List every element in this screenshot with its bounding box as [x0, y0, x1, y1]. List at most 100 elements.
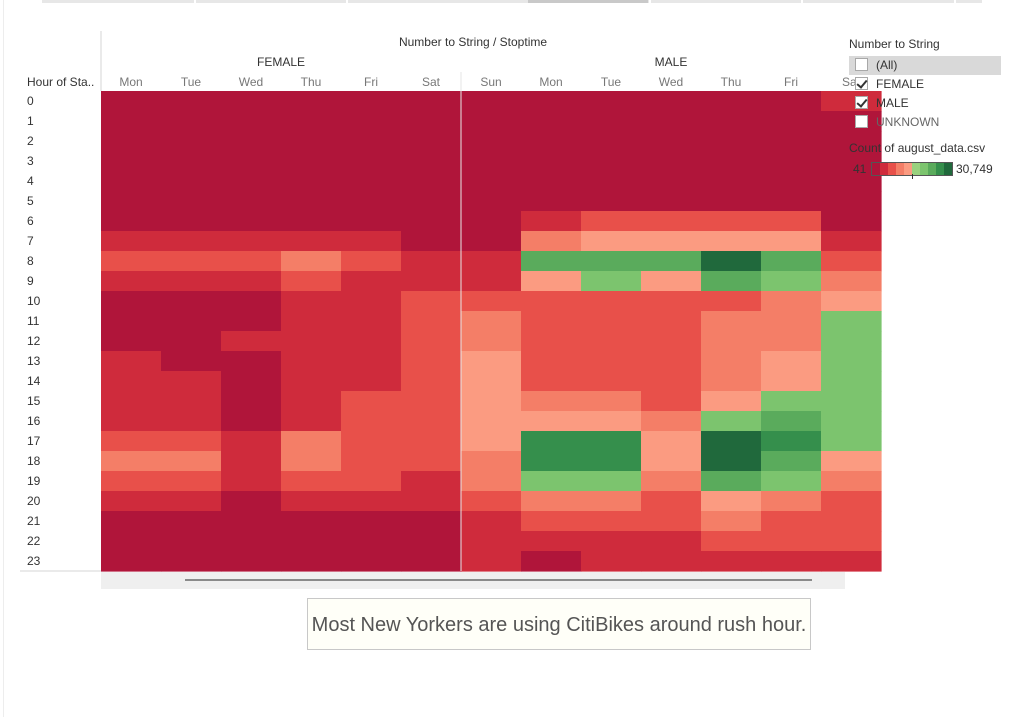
heatmap-cell[interactable] — [341, 111, 402, 132]
heatmap-cell[interactable] — [221, 331, 282, 352]
heatmap-cell[interactable] — [581, 171, 642, 192]
heatmap-cell[interactable] — [161, 111, 222, 132]
heatmap-cell[interactable] — [161, 291, 222, 312]
checkbox-checked-icon[interactable] — [855, 96, 868, 109]
heatmap-cell[interactable] — [761, 251, 822, 272]
heatmap-cell[interactable] — [641, 271, 702, 292]
heatmap-cell[interactable] — [761, 511, 822, 532]
heatmap-cell[interactable] — [101, 451, 162, 472]
heatmap-cell[interactable] — [221, 91, 282, 112]
heatmap-cell[interactable] — [401, 171, 462, 192]
heatmap-cell[interactable] — [521, 111, 582, 132]
heatmap-cell[interactable] — [821, 331, 882, 352]
heatmap-cell[interactable] — [281, 211, 342, 232]
heatmap-cell[interactable] — [221, 171, 282, 192]
heatmap-cell[interactable] — [641, 291, 702, 312]
heatmap-cell[interactable] — [281, 491, 342, 512]
heatmap-cell[interactable] — [521, 371, 582, 392]
heatmap-cell[interactable] — [821, 511, 882, 532]
heatmap-cell[interactable] — [161, 451, 222, 472]
heatmap-cell[interactable] — [641, 251, 702, 272]
heatmap-cell[interactable] — [461, 171, 522, 192]
heatmap-cell[interactable] — [341, 211, 402, 232]
heatmap-cell[interactable] — [701, 151, 762, 172]
heatmap-cell[interactable] — [761, 391, 822, 412]
heatmap-cell[interactable] — [821, 231, 882, 252]
heatmap-cell[interactable] — [461, 331, 522, 352]
heatmap-cell[interactable] — [581, 511, 642, 532]
heatmap-cell[interactable] — [401, 91, 462, 112]
heatmap-cell[interactable] — [101, 371, 162, 392]
heatmap-cell[interactable] — [521, 411, 582, 432]
heatmap-cell[interactable] — [281, 151, 342, 172]
heatmap-cell[interactable] — [341, 251, 402, 272]
heatmap-cell[interactable] — [701, 491, 762, 512]
heatmap-cell[interactable] — [761, 431, 822, 452]
heatmap-cell[interactable] — [521, 451, 582, 472]
heatmap-cell[interactable] — [101, 191, 162, 212]
heatmap-cell[interactable] — [581, 291, 642, 312]
heatmap-cell[interactable] — [101, 171, 162, 192]
heatmap-cell[interactable] — [761, 331, 822, 352]
heatmap-cell[interactable] — [701, 171, 762, 192]
heatmap-cell[interactable] — [701, 331, 762, 352]
heatmap-cell[interactable] — [101, 431, 162, 452]
row-label[interactable]: 14 — [27, 374, 41, 388]
heatmap-cell[interactable] — [521, 311, 582, 332]
heatmap-cell[interactable] — [701, 131, 762, 152]
heatmap-cell[interactable] — [821, 391, 882, 412]
heatmap-cell[interactable] — [461, 351, 522, 372]
heatmap-cell[interactable] — [161, 191, 222, 212]
heatmap-cell[interactable] — [761, 471, 822, 492]
heatmap-cell[interactable] — [701, 111, 762, 132]
heatmap-cell[interactable] — [341, 551, 402, 572]
group-header[interactable]: MALE — [655, 55, 688, 69]
heatmap-cell[interactable] — [221, 451, 282, 472]
heatmap-cell[interactable] — [341, 91, 402, 112]
heatmap-cell[interactable] — [281, 551, 342, 572]
heatmap-cell[interactable] — [641, 131, 702, 152]
heatmap-cell[interactable] — [581, 331, 642, 352]
heatmap-cell[interactable] — [701, 511, 762, 532]
heatmap-cell[interactable] — [581, 371, 642, 392]
heatmap-cell[interactable] — [821, 251, 882, 272]
heatmap-cell[interactable] — [401, 351, 462, 372]
heatmap-cell[interactable] — [461, 231, 522, 252]
row-label[interactable]: 8 — [27, 254, 34, 268]
heatmap-cell[interactable] — [401, 331, 462, 352]
heatmap-cell[interactable] — [521, 191, 582, 212]
heatmap-cell[interactable] — [101, 291, 162, 312]
heatmap-cell[interactable] — [821, 551, 882, 572]
heatmap-cell[interactable] — [281, 271, 342, 292]
row-label[interactable]: 16 — [27, 414, 41, 428]
heatmap-cell[interactable] — [701, 231, 762, 252]
heatmap-cell[interactable] — [461, 371, 522, 392]
heatmap-cell[interactable] — [641, 211, 702, 232]
heatmap-cell[interactable] — [161, 91, 222, 112]
heatmap-cell[interactable] — [701, 531, 762, 552]
heatmap-cell[interactable] — [701, 291, 762, 312]
heatmap-cell[interactable] — [401, 291, 462, 312]
heatmap-cell[interactable] — [461, 251, 522, 272]
heatmap-cell[interactable] — [101, 231, 162, 252]
heatmap-cell[interactable] — [101, 311, 162, 332]
heatmap-cell[interactable] — [281, 291, 342, 312]
heatmap-cell[interactable] — [461, 291, 522, 312]
heatmap-cell[interactable] — [221, 271, 282, 292]
heatmap-cell[interactable] — [701, 411, 762, 432]
heatmap-cell[interactable] — [341, 191, 402, 212]
heatmap-cell[interactable] — [161, 491, 222, 512]
row-label[interactable]: 10 — [27, 294, 41, 308]
heatmap-cell[interactable] — [221, 511, 282, 532]
row-label[interactable]: 3 — [27, 154, 34, 168]
heatmap-cell[interactable] — [581, 451, 642, 472]
heatmap-cell[interactable] — [161, 211, 222, 232]
legend-item-female[interactable]: FEMALE — [849, 75, 1009, 94]
heatmap-cell[interactable] — [221, 551, 282, 572]
heatmap-cell[interactable] — [161, 431, 222, 452]
heatmap-cell[interactable] — [221, 151, 282, 172]
heatmap-cell[interactable] — [281, 191, 342, 212]
heatmap-cell[interactable] — [161, 551, 222, 572]
heatmap-cell[interactable] — [401, 191, 462, 212]
heatmap-cell[interactable] — [461, 391, 522, 412]
